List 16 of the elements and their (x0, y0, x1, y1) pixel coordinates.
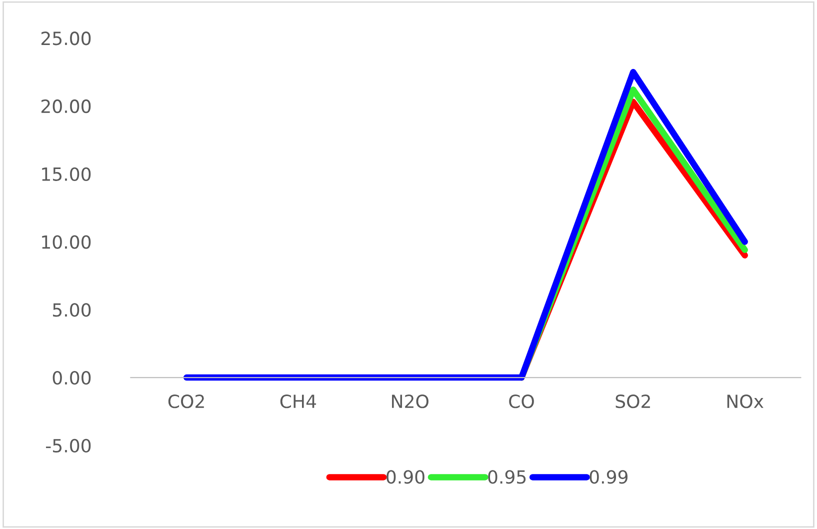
y-tick-label: 25.00 (41, 32, 91, 46)
y-tick-label: 15.00 (42, 167, 91, 181)
legend-label: 0.90 (386, 470, 424, 484)
x-tick-label: SO2 (616, 394, 650, 408)
x-tick-label: CO (509, 394, 534, 408)
y-tick-label: 5.00 (53, 303, 91, 317)
y-tick-label: -5.00 (46, 438, 91, 453)
x-tick-label: NOx (727, 394, 764, 408)
x-tick-label: N2O (392, 394, 428, 408)
x-tick-label: CO2 (168, 394, 204, 408)
y-tick-label: 10.00 (42, 235, 91, 249)
y-tick-label: 0.00 (52, 370, 91, 385)
legend-label: 0.95 (488, 470, 526, 484)
y-tick-label: 20.00 (41, 99, 91, 114)
legend-label: 0.99 (590, 470, 628, 484)
x-tick-label: CH4 (280, 394, 316, 408)
